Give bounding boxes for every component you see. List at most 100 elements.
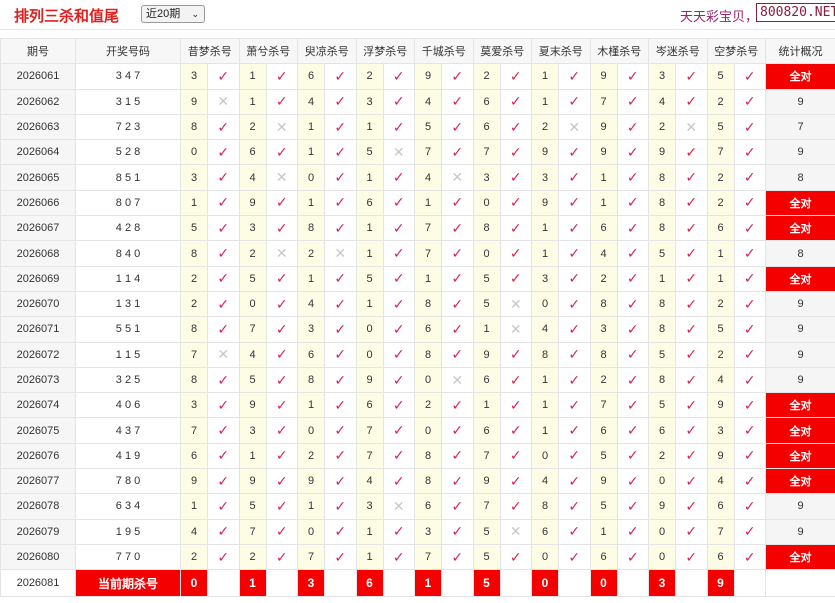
check-icon: ✓ xyxy=(616,316,649,343)
check-icon: ✓ xyxy=(733,189,766,217)
check-icon: ✓ xyxy=(733,265,766,292)
check-icon: ✓ xyxy=(382,366,415,394)
check-icon: ✓ xyxy=(616,442,649,470)
check-icon: ✓ xyxy=(675,442,708,470)
cross-icon: ✕ xyxy=(558,113,591,141)
check-icon: ✓ xyxy=(616,290,649,318)
kill-number: 0 xyxy=(531,543,559,571)
kill-number: 4 xyxy=(706,366,735,394)
check-icon: ✓ xyxy=(675,290,708,318)
check-icon: ✓ xyxy=(733,316,766,343)
check-icon: ✓ xyxy=(265,63,298,90)
period-select[interactable]: 近20期 ⌄ xyxy=(141,5,205,23)
check-icon: ✓ xyxy=(265,392,298,419)
table-row: 2026071 5 5 1 8 ✓ 7 ✓ 3 ✓ 0 ✓ 6 ✓ 1 ✕ 4 ✓ 3 ✓ 8 ✓ 5 ✓ 9 xyxy=(0,316,835,343)
kill-number: 2 xyxy=(180,543,208,571)
kill-number: 6 xyxy=(531,518,559,545)
kill-number: 9 xyxy=(531,189,559,217)
draw-cell: 7 8 0 xyxy=(75,468,181,495)
kill-number: 1 xyxy=(355,543,384,571)
cross-icon: ✕ xyxy=(265,164,298,191)
col-kill: 浮梦杀号 xyxy=(355,37,415,65)
kill-number: 6 xyxy=(180,442,208,470)
top-bar: 排列三杀和值尾 近20期 ⌄ 天天彩宝贝， 800820.NET xyxy=(0,0,835,30)
table-row: 2026080 7 7 0 2 ✓ 2 ✓ 7 ✓ 1 ✓ 7 ✓ 5 ✓ 0 ✓ 6 ✓ 0 ✓ 6 ✓ 全对 xyxy=(0,543,835,571)
kill-number: 9 xyxy=(297,468,325,495)
table-row: 2026069 1 1 4 2 ✓ 5 ✓ 1 ✓ 5 ✓ 1 ✓ 5 ✓ 3 ✓ 2 ✓ 1 ✓ 1 ✓ 全对 xyxy=(0,265,835,292)
check-icon: ✓ xyxy=(207,189,240,217)
kill-number: 8 xyxy=(648,164,676,191)
stat-cell: 全对 xyxy=(765,392,835,419)
kill-number: 4 xyxy=(180,518,208,545)
kill-number: 1 xyxy=(355,518,384,545)
table-row: 2026076 4 1 9 6 ✓ 1 ✓ 2 ✓ 7 ✓ 8 ✓ 7 ✓ 0 ✓ 5 ✓ 2 ✓ 9 ✓ 全对 xyxy=(0,442,835,470)
kill-number: 6 xyxy=(706,493,735,520)
kill-number: 1 xyxy=(589,518,618,545)
kill-number: 0 xyxy=(414,366,442,394)
cross-icon: ✕ xyxy=(675,113,708,141)
kill-number: 1 xyxy=(648,265,676,292)
kill-number: 2 xyxy=(589,265,618,292)
kill-number: 1 xyxy=(355,164,384,191)
table-row: 2026065 8 5 1 3 ✓ 4 ✕ 0 ✓ 1 ✓ 4 ✕ 3 ✓ 3 ✓ 1 ✓ 8 ✓ 2 ✓ 8 xyxy=(0,164,835,191)
kill-number: 1 xyxy=(706,240,735,267)
table-header: 期号 开奖号码 昔梦杀号 萧兮杀号 臾凉杀号 浮梦杀号 千城杀号 莫爱杀号 夏末杀号 木槿杀号… xyxy=(0,37,835,65)
stat-cell: 9 xyxy=(765,518,835,545)
col-kill: 岑迷杀号 xyxy=(648,37,708,65)
table-row: 2026074 4 0 6 3 ✓ 9 ✓ 1 ✓ 6 ✓ 2 ✓ 1 ✓ 1 ✓ 7 ✓ 5 ✓ 9 ✓ 全对 xyxy=(0,392,835,419)
kill-number: 7 xyxy=(472,493,501,520)
current-kill-number: 6 xyxy=(355,569,384,598)
issue-cell: 2026076 xyxy=(0,442,76,470)
kill-number: 1 xyxy=(414,189,442,217)
kill-number: 7 xyxy=(297,543,325,571)
check-icon: ✓ xyxy=(207,493,240,520)
check-icon: ✓ xyxy=(558,341,591,368)
check-icon: ✓ xyxy=(324,215,357,242)
check-icon: ✓ xyxy=(324,189,357,217)
kill-number: 2 xyxy=(531,113,559,141)
kill-number: 3 xyxy=(297,316,325,343)
kill-number: 8 xyxy=(414,341,442,368)
kill-number: 1 xyxy=(355,240,384,267)
check-icon: ✓ xyxy=(265,341,298,368)
kill-number: 6 xyxy=(297,63,325,90)
kill-number: 0 xyxy=(180,139,208,166)
check-icon: ✓ xyxy=(616,265,649,292)
check-icon: ✓ xyxy=(675,543,708,571)
kill-number: 0 xyxy=(531,290,559,318)
check-icon: ✓ xyxy=(675,265,708,292)
issue-cell: 2026074 xyxy=(0,392,76,419)
check-icon: ✓ xyxy=(382,518,415,545)
kill-number: 8 xyxy=(648,189,676,217)
issue-cell: 2026071 xyxy=(0,316,76,343)
kill-number: 1 xyxy=(531,366,559,394)
current-kill-number: 0 xyxy=(531,569,559,598)
current-kill-number: 5 xyxy=(472,569,501,598)
check-icon: ✓ xyxy=(733,366,766,394)
draw-cell: 1 1 5 xyxy=(75,341,181,368)
check-icon: ✓ xyxy=(324,366,357,394)
check-icon: ✓ xyxy=(499,139,532,166)
check-icon: ✓ xyxy=(733,341,766,368)
cross-icon: ✕ xyxy=(499,316,532,343)
kill-number: 2 xyxy=(706,189,735,217)
kill-number: 5 xyxy=(472,290,501,318)
check-icon: ✓ xyxy=(675,468,708,495)
table-row: 2026077 7 8 0 9 ✓ 9 ✓ 9 ✓ 4 ✓ 8 ✓ 9 ✓ 4 ✓ 9 ✓ 0 ✓ 4 ✓ 全对 xyxy=(0,468,835,495)
check-icon: ✓ xyxy=(324,493,357,520)
check-icon: ✓ xyxy=(616,366,649,394)
check-icon: ✓ xyxy=(382,543,415,571)
check-icon: ✓ xyxy=(499,189,532,217)
draw-cell: 8 4 0 xyxy=(75,240,181,267)
check-icon: ✓ xyxy=(441,189,474,217)
check-icon: ✓ xyxy=(441,88,474,115)
issue-cell: 2026064 xyxy=(0,139,76,166)
check-icon: ✓ xyxy=(324,265,357,292)
kill-number: 0 xyxy=(531,442,559,470)
check-icon: ✓ xyxy=(558,265,591,292)
col-kill: 千城杀号 xyxy=(414,37,474,65)
cross-icon: ✕ xyxy=(265,240,298,267)
issue-cell: 2026066 xyxy=(0,189,76,217)
kill-number: 1 xyxy=(531,215,559,242)
check-icon: ✓ xyxy=(733,215,766,242)
